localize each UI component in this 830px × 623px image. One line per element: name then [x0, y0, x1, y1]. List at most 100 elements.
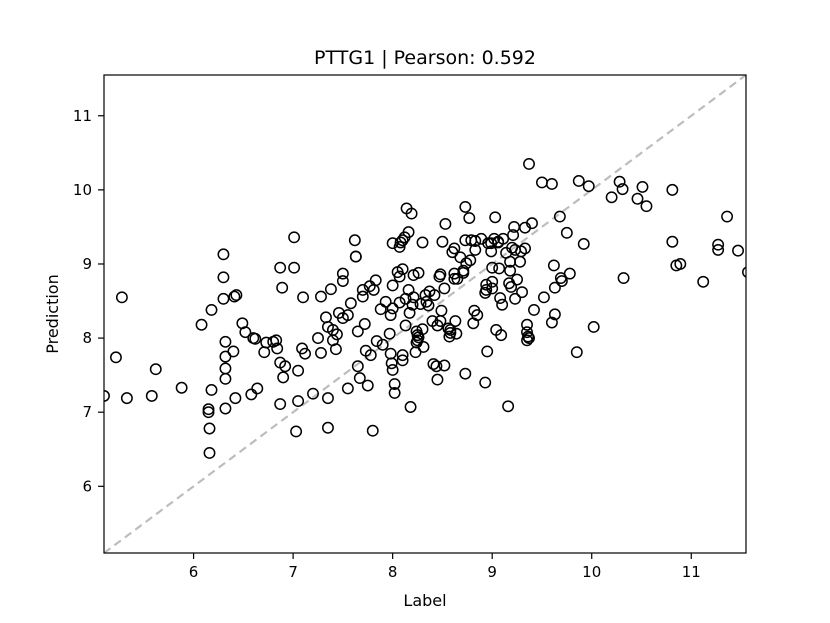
- data-point: [438, 282, 451, 295]
- data-point: [526, 217, 538, 230]
- data-point: [640, 200, 653, 213]
- data-point: [414, 298, 427, 310]
- y-tick-label: 7: [82, 403, 92, 421]
- data-point: [175, 381, 188, 394]
- data-point: [145, 389, 158, 402]
- data-point: [509, 292, 522, 305]
- data-point: [351, 360, 364, 373]
- data-point: [205, 384, 218, 396]
- data-point: [523, 157, 535, 170]
- data-point: [202, 406, 215, 419]
- data-point: [330, 328, 343, 341]
- data-point: [379, 295, 392, 308]
- data-point: [353, 372, 366, 385]
- points-group: [104, 157, 746, 459]
- data-point: [297, 291, 310, 304]
- x-tick-label: 6: [189, 563, 199, 581]
- data-point: [428, 289, 441, 302]
- data-point: [613, 175, 626, 188]
- data-point: [406, 298, 419, 311]
- data-point: [396, 354, 409, 367]
- data-point: [324, 283, 337, 296]
- data-point: [322, 421, 334, 434]
- y-tick-label: 10: [73, 181, 92, 199]
- data-point: [271, 342, 284, 355]
- x-tick-label: 11: [682, 563, 701, 581]
- data-point: [386, 302, 399, 315]
- data-point: [419, 289, 432, 302]
- data-point: [547, 259, 560, 272]
- data-point: [402, 226, 415, 239]
- data-point: [444, 323, 457, 336]
- data-point: [288, 231, 301, 244]
- data-point: [504, 264, 517, 277]
- data-point: [469, 243, 482, 256]
- data-point: [203, 447, 216, 459]
- data-point: [245, 388, 258, 401]
- data-point: [450, 327, 463, 340]
- data-point: [434, 268, 447, 281]
- x-tick-label: 7: [288, 563, 298, 581]
- data-point: [666, 235, 679, 248]
- data-point: [605, 191, 618, 204]
- data-point: [403, 306, 416, 319]
- data-point: [322, 392, 334, 405]
- data-point: [436, 235, 449, 248]
- data-point: [288, 261, 301, 274]
- data-point: [249, 332, 262, 345]
- data-point: [742, 266, 746, 278]
- chart-title: PTTG1 | Pearson: 0.592: [314, 47, 536, 69]
- data-point: [229, 392, 242, 405]
- data-point: [416, 323, 429, 336]
- data-point: [528, 303, 540, 316]
- data-point: [217, 248, 230, 261]
- data-point: [228, 290, 241, 303]
- data-point: [471, 309, 484, 322]
- data-point: [239, 326, 252, 339]
- data-point: [712, 238, 725, 251]
- x-tick-label: 10: [582, 563, 601, 581]
- data-point: [560, 226, 573, 239]
- y-tick-label: 9: [82, 255, 92, 273]
- data-point: [486, 275, 499, 288]
- data-point: [697, 275, 710, 288]
- data-point: [364, 349, 377, 362]
- data-point: [227, 345, 240, 358]
- data-point: [292, 364, 305, 377]
- data-point: [358, 318, 371, 330]
- data-point: [341, 382, 354, 395]
- data-point: [721, 210, 734, 223]
- data-point: [496, 298, 509, 311]
- data-point: [349, 250, 362, 263]
- data-point: [230, 289, 243, 302]
- data-point: [274, 261, 287, 274]
- data-point: [396, 234, 409, 247]
- plot-frame: [103, 74, 747, 554]
- data-point: [712, 243, 725, 256]
- data-point: [570, 346, 583, 359]
- data-point: [407, 291, 420, 304]
- plot-area: 6 7 8 9 10 11 6 7 8 9 10 11: [73, 74, 747, 581]
- data-point: [448, 272, 461, 285]
- data-point: [386, 364, 399, 376]
- data-point: [497, 232, 510, 245]
- data-point: [404, 401, 417, 413]
- data-point: [548, 281, 561, 294]
- data-point: [481, 345, 494, 358]
- data-point: [523, 332, 535, 345]
- data-point: [486, 261, 499, 274]
- data-point: [344, 297, 357, 310]
- data-point: [388, 386, 401, 399]
- data-point: [385, 357, 398, 370]
- data-point: [438, 359, 451, 372]
- data-point: [577, 238, 590, 250]
- data-point: [370, 335, 383, 347]
- data-point: [459, 367, 472, 380]
- data-point: [439, 218, 452, 230]
- data-point: [521, 318, 533, 331]
- data-point: [315, 346, 327, 359]
- data-point: [388, 378, 401, 390]
- data-point: [486, 282, 499, 295]
- data-point: [480, 283, 493, 296]
- data-point: [277, 371, 290, 384]
